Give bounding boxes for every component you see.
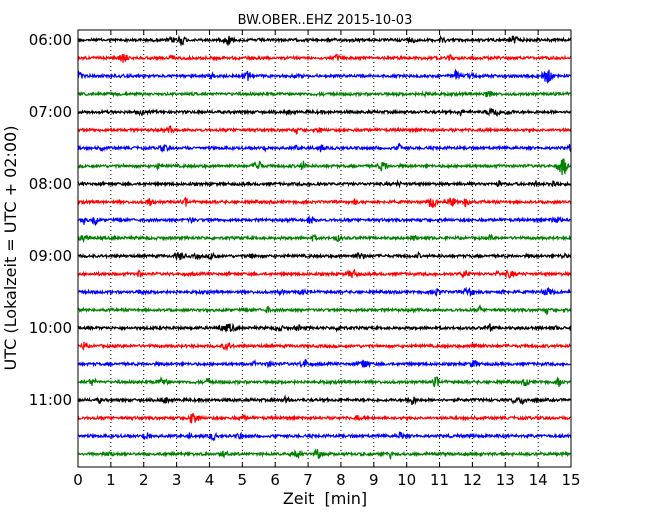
trace-line bbox=[77, 431, 572, 442]
x-tick-label: 15 bbox=[561, 471, 580, 489]
trace-line bbox=[77, 179, 572, 189]
trace-line bbox=[77, 358, 572, 369]
x-tick-label: 2 bbox=[139, 471, 149, 489]
chart-title: BW.OBER..EHZ 2015-10-03 bbox=[238, 13, 413, 28]
trace-line bbox=[77, 250, 572, 262]
x-tick-label: 14 bbox=[529, 471, 548, 489]
x-tick-label: 8 bbox=[336, 471, 346, 489]
trace-line bbox=[77, 268, 572, 279]
trace-line bbox=[77, 215, 572, 227]
x-tick-label: 1 bbox=[106, 471, 116, 489]
y-tick-label: 09:00 bbox=[29, 247, 72, 265]
x-tick-label: 0 bbox=[73, 471, 83, 489]
trace-group bbox=[77, 34, 572, 460]
y-tick-label: 08:00 bbox=[29, 175, 72, 193]
y-axis-label: UTC (Lokalzeit = UTC + 02:00) bbox=[1, 126, 20, 371]
trace-line bbox=[77, 53, 572, 63]
y-tick-label: 11:00 bbox=[29, 391, 72, 409]
x-axis: 0 1 2 3 4 5 6 7 8 9 10 11 12 13 14 15 bbox=[73, 30, 581, 489]
trace-line bbox=[77, 34, 572, 46]
trace-line bbox=[77, 233, 572, 244]
x-tick-label: 6 bbox=[270, 471, 280, 489]
x-tick-label: 5 bbox=[238, 471, 248, 489]
trace-line bbox=[77, 286, 572, 297]
x-tick-label: 10 bbox=[397, 471, 416, 489]
x-axis-label: Zeit [min] bbox=[283, 489, 367, 508]
x-tick-label: 7 bbox=[303, 471, 313, 489]
trace-line bbox=[77, 412, 572, 424]
trace-line bbox=[77, 322, 572, 333]
y-tick-label: 06:00 bbox=[29, 31, 72, 49]
x-gridlines bbox=[110, 30, 539, 467]
x-tick-label: 12 bbox=[463, 471, 482, 489]
x-tick-label: 13 bbox=[496, 471, 515, 489]
x-tick-label: 4 bbox=[205, 471, 215, 489]
x-tick-label: 11 bbox=[430, 471, 449, 489]
y-tick-label: 07:00 bbox=[29, 103, 72, 121]
y-tick-label: 10:00 bbox=[29, 319, 72, 337]
trace-line bbox=[77, 394, 572, 406]
trace-line bbox=[77, 376, 572, 388]
trace-line bbox=[77, 68, 572, 85]
trace-line bbox=[77, 448, 572, 460]
trace-line bbox=[77, 341, 572, 352]
trace-line bbox=[77, 197, 572, 209]
trace-line bbox=[77, 142, 572, 153]
trace-line bbox=[77, 304, 572, 316]
trace-line bbox=[77, 90, 572, 99]
trace-line bbox=[77, 106, 572, 117]
x-tick-label: 3 bbox=[172, 471, 182, 489]
plot-frame bbox=[77, 29, 572, 468]
x-tick-label: 9 bbox=[369, 471, 379, 489]
trace-line bbox=[77, 125, 572, 135]
y-axis: 06:00 07:00 08:00 09:00 10:00 11:00 bbox=[29, 31, 571, 409]
trace-line bbox=[77, 158, 572, 176]
